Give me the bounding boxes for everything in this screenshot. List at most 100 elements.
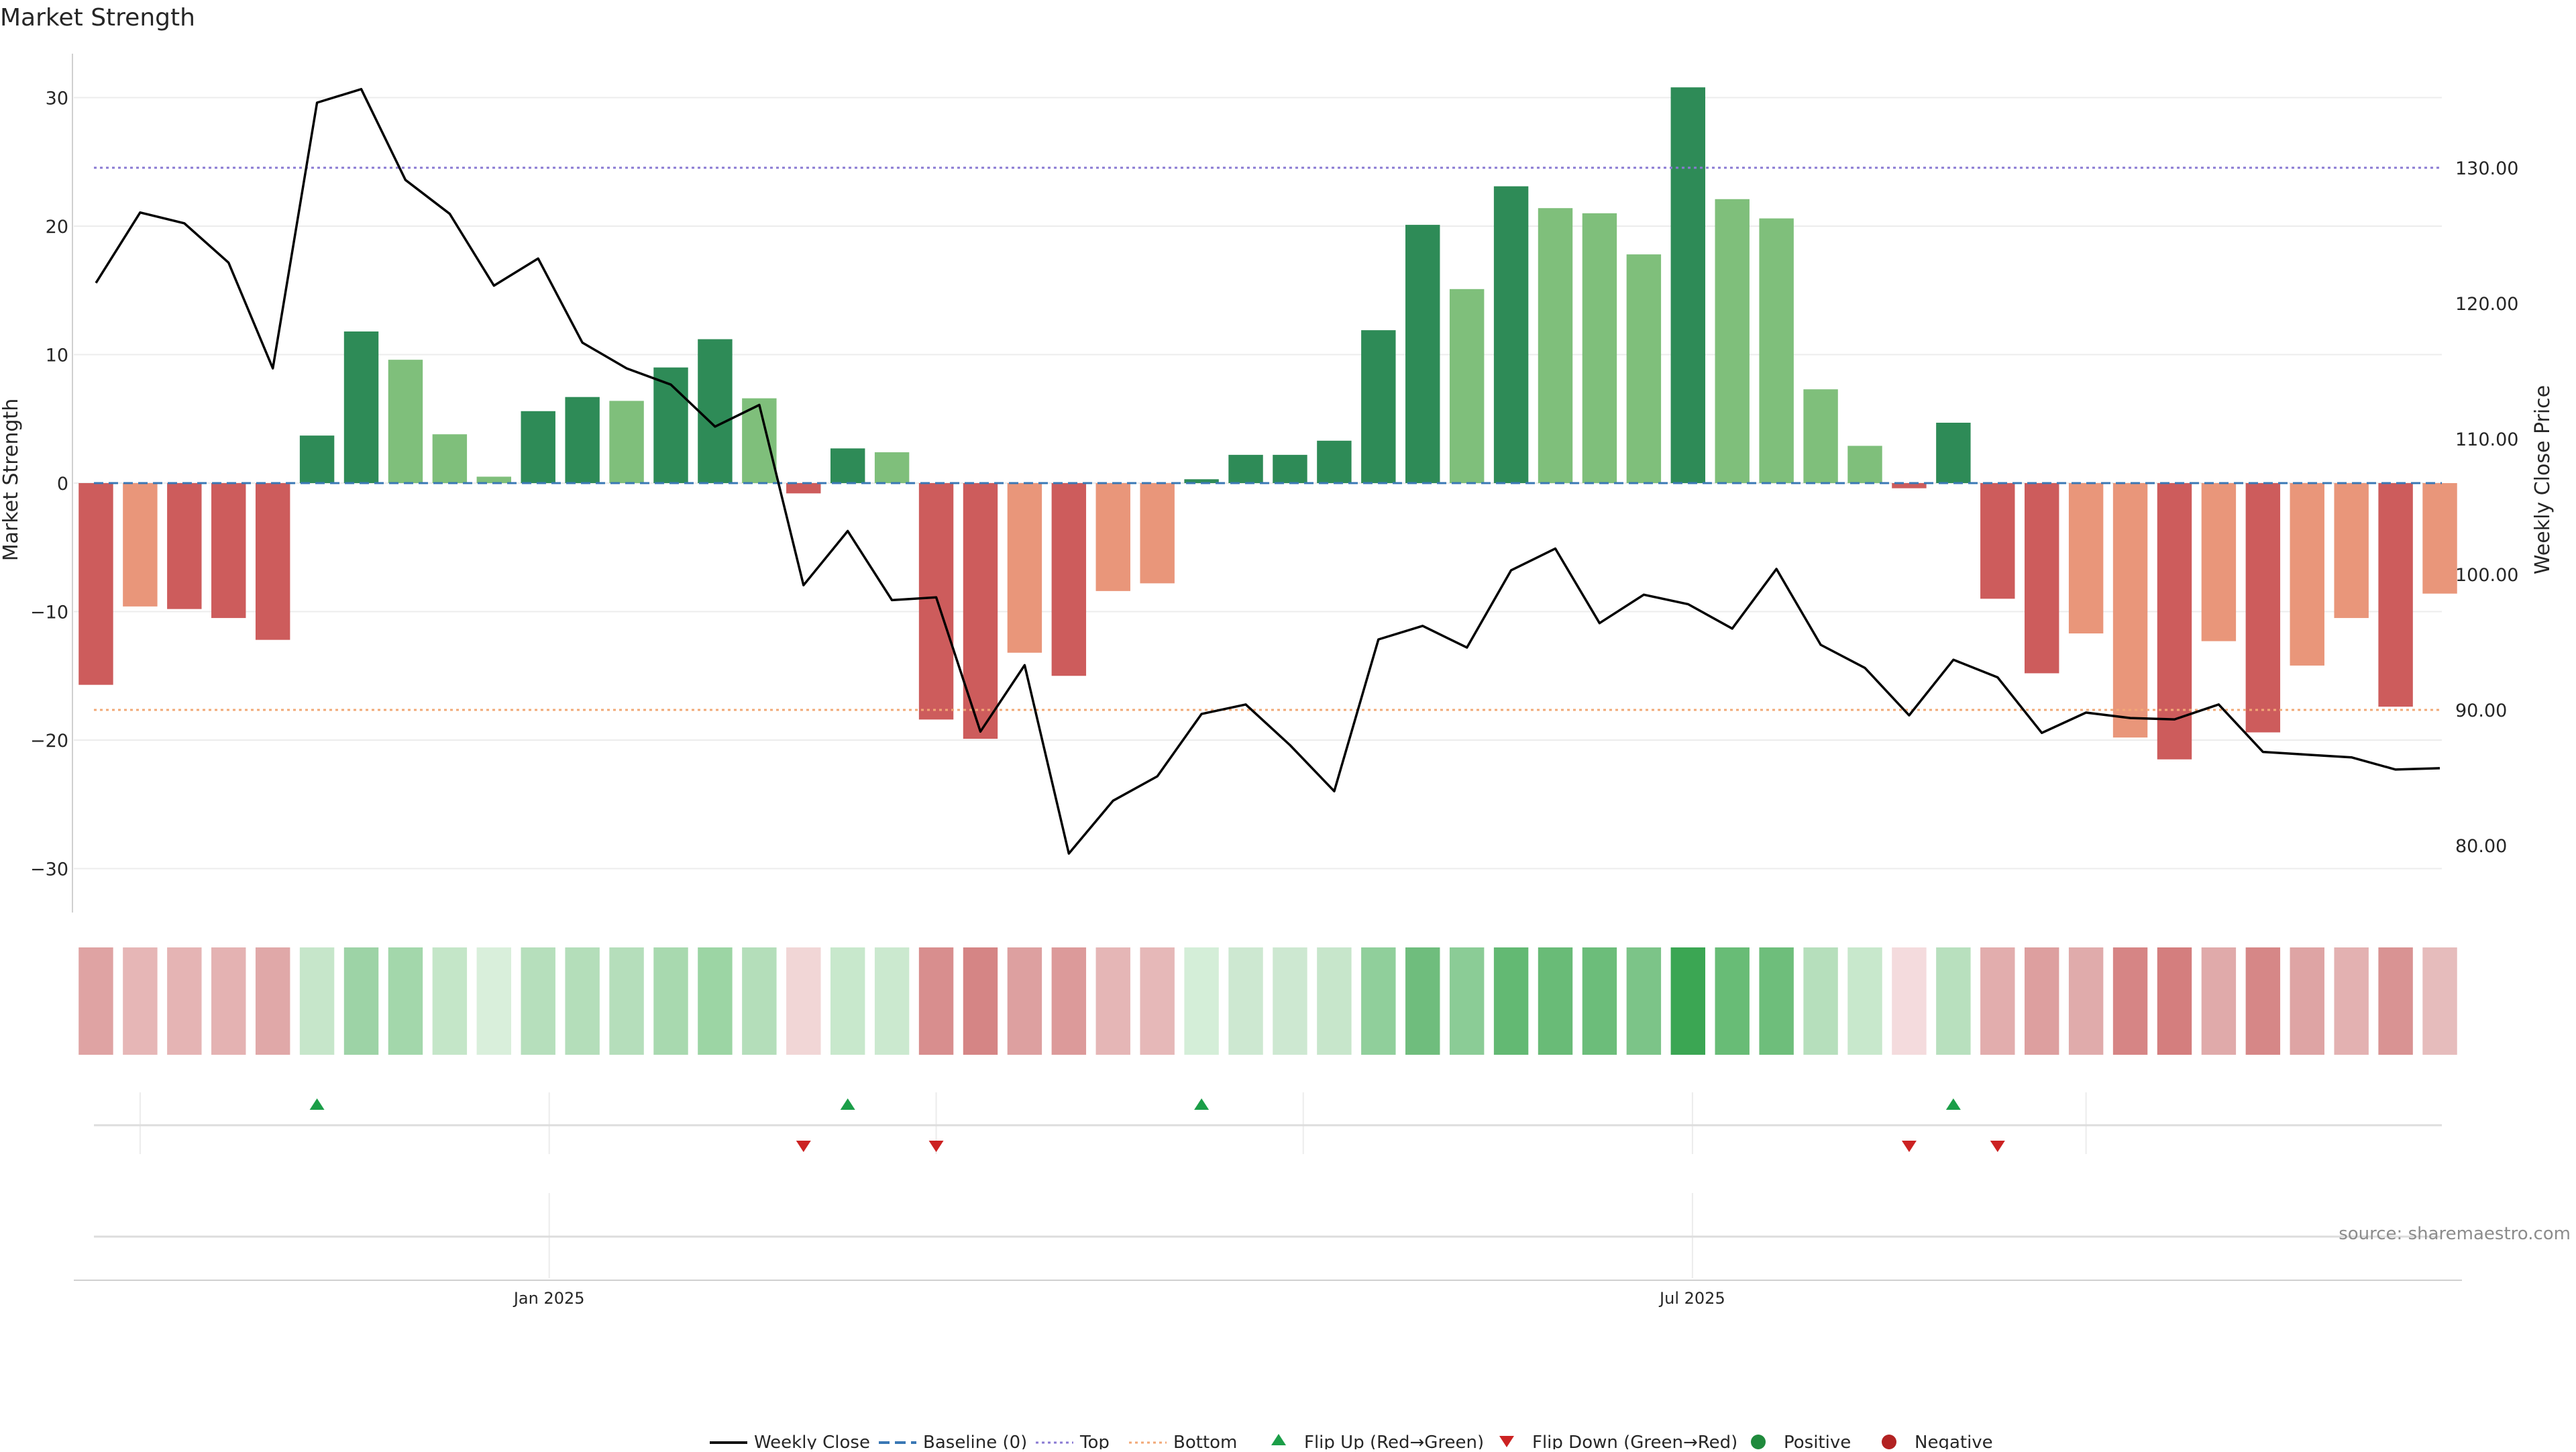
- y-tick-label: −20: [30, 731, 68, 751]
- strength-bar: [2068, 483, 2104, 634]
- strength-bar: [874, 452, 910, 483]
- flip-down-marker: [796, 1141, 811, 1152]
- y-tick-label: 10: [46, 346, 68, 366]
- heat-cell: [343, 947, 379, 1055]
- strength-bar: [653, 367, 688, 483]
- heat-cell: [1759, 947, 1794, 1055]
- strength-bar: [1892, 483, 1927, 488]
- strength-bar: [2201, 483, 2237, 641]
- heat-cell: [2068, 947, 2104, 1055]
- y-axis-label: Market Strength: [0, 399, 23, 561]
- strength-bar: [1184, 479, 1219, 483]
- strength-bar: [299, 435, 335, 483]
- chart-title: Market Strength: [0, 4, 195, 32]
- heat-cell: [653, 947, 688, 1055]
- heat-cell: [1715, 947, 1750, 1055]
- strength-bar: [1493, 186, 1529, 483]
- source-text: source: sharemaestro.com: [2339, 1224, 2571, 1244]
- strength-bar: [609, 401, 644, 483]
- strength-bar: [167, 483, 202, 609]
- y-tick-label: 0: [57, 474, 68, 495]
- legend-label: Negative: [1915, 1433, 1993, 1449]
- y2-axis-label: Weekly Close Price: [2531, 385, 2555, 574]
- legend-label: Positive: [1784, 1433, 1851, 1449]
- heat-cell: [521, 947, 555, 1055]
- heat-cell: [1140, 947, 1175, 1055]
- strength-bar: [1626, 254, 1662, 483]
- heat-cell: [1803, 947, 1838, 1055]
- flip-down-marker: [928, 1141, 944, 1152]
- strength-bar: [742, 398, 777, 483]
- strength-bar: [1228, 454, 1263, 483]
- heat-cell: [1847, 947, 1882, 1055]
- legend-circle-icon: [1751, 1435, 1766, 1449]
- strength-bar: [1361, 330, 1396, 483]
- legend-triangle-down-icon: [1499, 1436, 1514, 1447]
- heat-cell: [167, 947, 202, 1055]
- heat-cell: [123, 947, 158, 1055]
- reference-lines: [94, 166, 2442, 711]
- legend-label: Flip Up (Red→Green): [1304, 1433, 1484, 1449]
- heat-cell: [2334, 947, 2369, 1055]
- heat-cell: [1538, 947, 1573, 1055]
- strength-bar: [1847, 446, 1882, 483]
- heat-cell: [2201, 947, 2237, 1055]
- legend-label: Top: [1079, 1433, 1110, 1449]
- heat-cell: [432, 947, 468, 1055]
- heat-cell: [1007, 947, 1042, 1055]
- strength-bar: [255, 483, 290, 640]
- heat-cell: [2024, 947, 2059, 1055]
- heat-cell: [211, 947, 246, 1055]
- heat-cell: [1892, 947, 1927, 1055]
- strength-bar: [1582, 213, 1617, 483]
- heat-cell: [786, 947, 821, 1055]
- strength-bar: [1405, 225, 1440, 483]
- strength-bar: [521, 411, 555, 483]
- heat-cell: [2112, 947, 2148, 1055]
- flip-down-marker: [1901, 1141, 1917, 1152]
- heat-cell: [1051, 947, 1087, 1055]
- strength-bar: [1803, 389, 1838, 483]
- heat-cell: [2290, 947, 2324, 1055]
- y2-tick-label: 110.00: [2455, 429, 2518, 450]
- strength-bar: [1759, 218, 1794, 483]
- heat-cell: [698, 947, 733, 1055]
- flip-up-marker: [840, 1098, 855, 1110]
- flip-up-marker: [309, 1098, 325, 1110]
- heat-cell: [1273, 947, 1307, 1055]
- strength-bar: [1051, 483, 1087, 676]
- axes-layer: 30 20 10 0 −10 −20 −30 130.00 120.00 110.00 100.00…: [30, 54, 2518, 913]
- strength-bar: [2157, 483, 2192, 760]
- heat-cell: [609, 947, 644, 1055]
- heat-cell: [78, 947, 113, 1055]
- heat-cell: [1361, 947, 1396, 1055]
- heat-cell: [2157, 947, 2192, 1055]
- y-tick-label: −30: [30, 860, 68, 880]
- weekly-close-line: [95, 88, 2440, 855]
- strength-bar: [2422, 483, 2457, 594]
- strength-bar: [1007, 483, 1042, 653]
- strength-bar: [1538, 208, 1573, 483]
- heat-cell: [1980, 947, 2015, 1055]
- legend: Weekly Close Baseline (0) Top Bottom Flip Up…: [710, 1433, 1993, 1452]
- heat-cell: [742, 947, 777, 1055]
- heat-cell: [299, 947, 335, 1055]
- heat-cell: [1184, 947, 1219, 1055]
- strength-bar: [123, 483, 158, 607]
- strength-bar: [2024, 483, 2059, 674]
- heat-cell: [1095, 947, 1130, 1055]
- strength-bars: [78, 87, 2457, 760]
- heat-cell: [388, 947, 423, 1055]
- x-tick-label: Jul 2025: [1658, 1289, 1725, 1308]
- y2-tick-label: 120.00: [2455, 294, 2518, 315]
- legend-label: Flip Down (Green→Red): [1532, 1433, 1737, 1449]
- date-axis-panel: Jan 2025 Jul 2025: [74, 1193, 2462, 1308]
- strength-bar: [476, 476, 512, 483]
- strength-bar: [1449, 289, 1485, 483]
- strength-bar: [432, 434, 468, 483]
- flip-up-marker: [1945, 1098, 1961, 1110]
- strength-bar: [1273, 454, 1307, 483]
- heat-cell: [963, 947, 998, 1055]
- y-tick-label: −10: [30, 603, 68, 623]
